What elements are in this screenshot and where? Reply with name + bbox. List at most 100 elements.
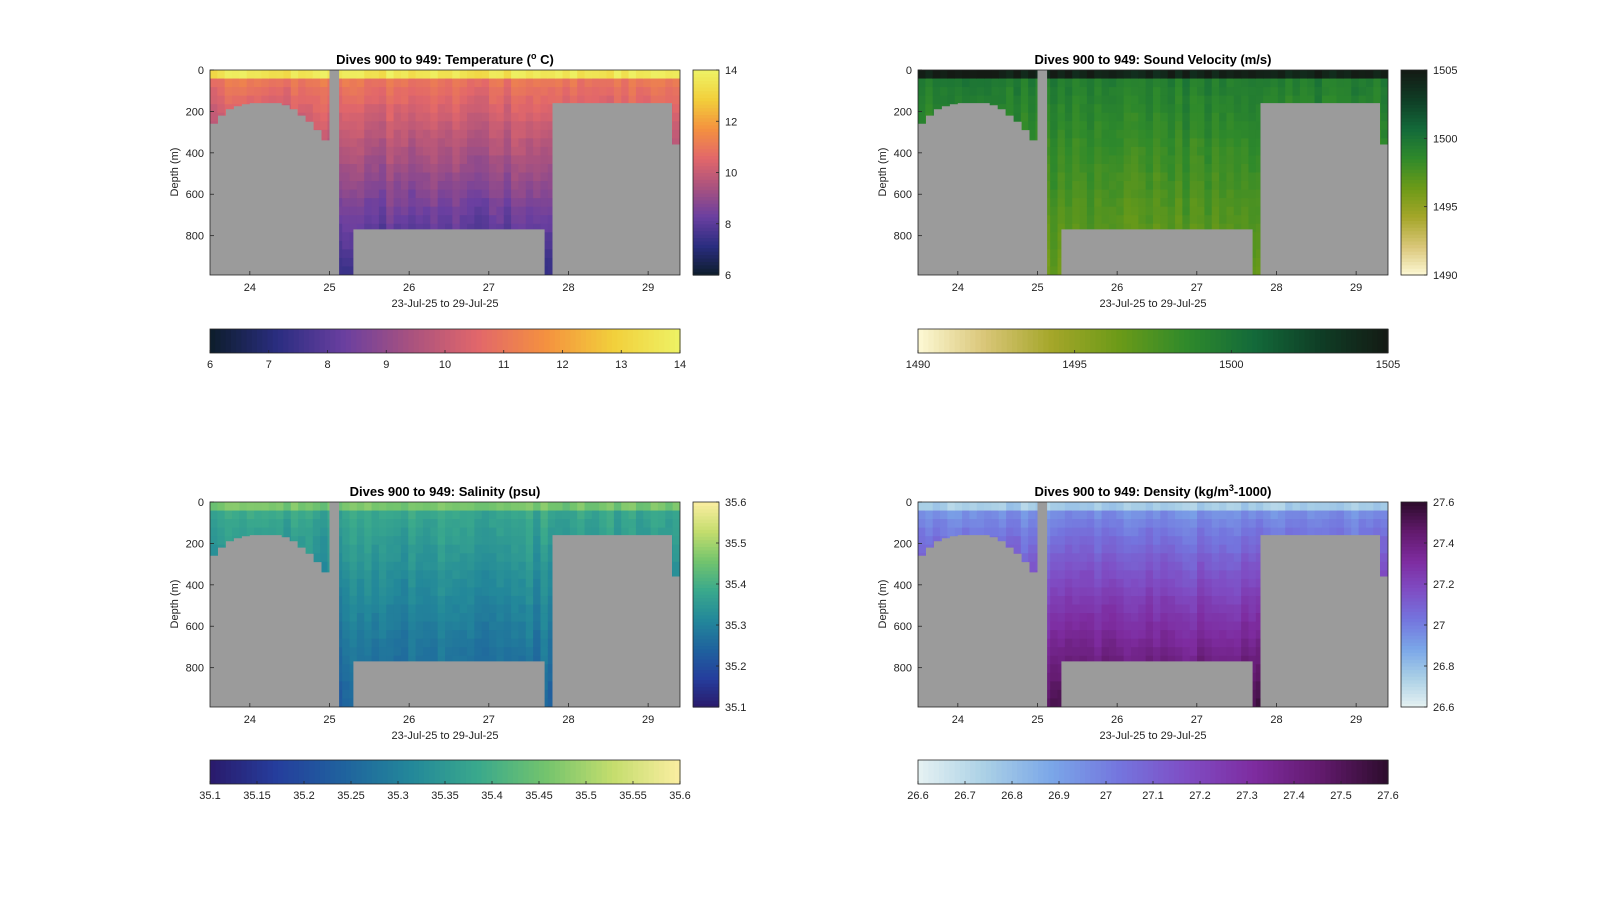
data-cell: [415, 206, 424, 216]
data-cell: [298, 527, 307, 537]
data-cell: [1130, 95, 1139, 105]
data-cell: [430, 595, 439, 606]
colorbar-segment: [693, 223, 719, 228]
data-cell: [489, 595, 497, 606]
colorbar-segment: [481, 329, 488, 353]
y-tick-label: 800: [894, 231, 912, 243]
data-cell: [378, 604, 387, 614]
data-cell: [452, 181, 461, 191]
colorbar-segment: [1401, 148, 1427, 153]
data-cell: [1189, 104, 1198, 114]
data-cell: [1241, 87, 1250, 97]
data-cell: [1197, 121, 1205, 131]
colorbar-horizontal: 6 7 8 9 10 11 12 13 14: [207, 328, 686, 371]
data-cell: [547, 689, 556, 700]
data-cell: [1153, 70, 1161, 80]
data-cell: [962, 70, 970, 80]
data-cell: [459, 621, 468, 631]
data-cell: [393, 112, 402, 122]
data-cell: [1248, 95, 1257, 105]
data-cell: [533, 129, 542, 139]
data-cell: [1116, 181, 1125, 191]
data-cell: [672, 78, 680, 88]
data-cell: [1079, 189, 1088, 199]
data-cell: [481, 604, 490, 614]
data-cell: [954, 70, 963, 80]
data-cell: [459, 215, 468, 225]
data-cell: [599, 95, 608, 105]
colorbar-segment: [1267, 329, 1274, 353]
colorbar-segment: [1079, 329, 1086, 353]
data-cell: [356, 544, 365, 554]
data-cell: [349, 553, 358, 563]
data-cell: [555, 527, 564, 537]
data-cell: [1248, 104, 1257, 114]
colorbar-segment: [361, 329, 368, 353]
data-cell: [349, 121, 358, 131]
data-cell: [378, 198, 387, 208]
data-cell: [364, 536, 373, 546]
colorbar-segment: [1126, 329, 1133, 353]
data-cell: [489, 587, 497, 597]
colorbar-segment: [1017, 329, 1024, 353]
data-cell: [320, 544, 329, 554]
data-cell: [643, 510, 652, 520]
data-cell: [474, 621, 483, 631]
data-cell: [349, 112, 358, 122]
data-cell: [1020, 70, 1029, 80]
data-cell: [540, 595, 549, 606]
data-cell: [1028, 121, 1037, 131]
data-cell: [503, 587, 512, 597]
data-cell: [459, 146, 468, 157]
data-cell: [1189, 121, 1198, 131]
data-cell: [430, 510, 439, 520]
data-cell: [437, 527, 446, 537]
colorbar-tick-label: 7: [266, 359, 272, 371]
data-cell: [430, 570, 439, 580]
data-cell: [386, 519, 395, 529]
data-cell: [459, 578, 468, 589]
data-cell: [1285, 78, 1294, 88]
data-cell: [481, 87, 490, 97]
data-cell: [290, 87, 299, 97]
data-cell: [467, 112, 475, 122]
data-cell: [533, 647, 542, 657]
data-cell: [459, 630, 468, 640]
data-cell: [364, 519, 373, 529]
colorbar-segment: [980, 329, 987, 353]
data-cell: [1211, 155, 1220, 165]
data-cell: [1358, 95, 1367, 105]
data-cell: [349, 138, 358, 148]
data-cell: [533, 163, 542, 174]
data-cell: [415, 544, 424, 554]
data-cell: [591, 78, 600, 88]
data-cell: [1072, 87, 1081, 97]
data-cell: [312, 121, 321, 131]
data-cell: [393, 527, 402, 537]
data-cell: [525, 87, 534, 97]
data-cell: [400, 527, 409, 537]
data-cell: [518, 630, 527, 640]
colorbar-segment: [1241, 329, 1248, 353]
data-cell: [1020, 104, 1029, 114]
data-cell: [503, 163, 512, 174]
data-cell: [489, 638, 497, 648]
data-cell: [991, 70, 1000, 80]
data-cell: [1182, 104, 1191, 114]
data-cell: [1219, 189, 1228, 199]
data-cell: [518, 502, 527, 512]
data-cell: [276, 519, 285, 529]
data-cell: [349, 630, 358, 640]
data-cell: [1255, 172, 1264, 182]
data-cell: [290, 527, 299, 537]
data-cell: [1079, 121, 1088, 131]
colorbar-segment: [1012, 329, 1018, 353]
data-cell: [1101, 155, 1110, 165]
colorbar-segment: [693, 257, 719, 262]
data-cell: [489, 536, 497, 546]
data-cell: [511, 112, 520, 122]
data-cell: [503, 502, 512, 512]
data-cell: [547, 647, 556, 657]
data-cell: [503, 70, 512, 80]
data-cell: [518, 655, 527, 665]
